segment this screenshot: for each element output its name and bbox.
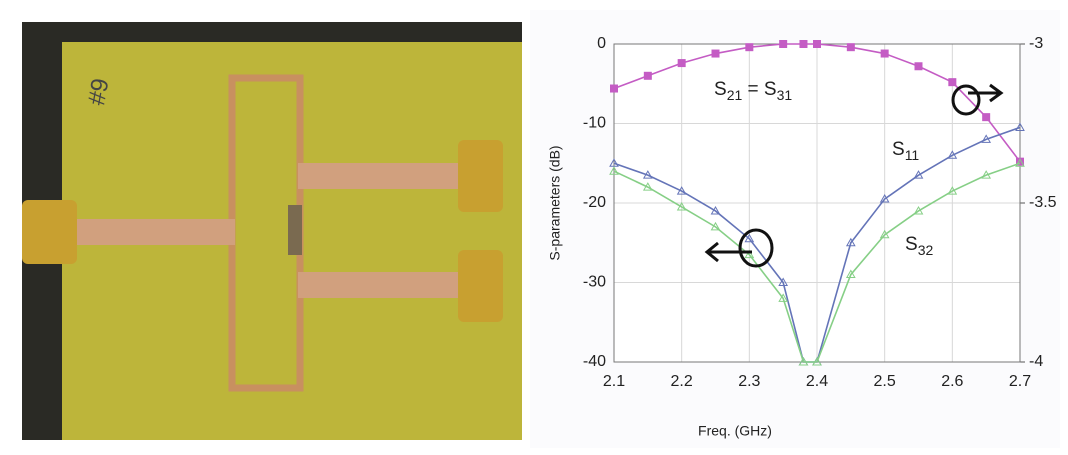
output-line xyxy=(298,272,468,298)
marker xyxy=(847,43,855,51)
figure: #9 Freq. (GHz) S-parameters (dB) 2.12.22… xyxy=(0,0,1068,455)
page: {"photo": {"label": "#9"}, "chart_data":… xyxy=(0,0,1068,455)
connector xyxy=(458,140,503,212)
y-tick-label: -10 xyxy=(583,115,606,132)
marker xyxy=(881,50,889,58)
y2-tick-label: -3 xyxy=(1029,35,1043,52)
x-tick-label: 2.4 xyxy=(806,373,828,390)
marker xyxy=(813,40,821,48)
marker xyxy=(948,78,956,86)
resistor xyxy=(288,205,302,255)
y-tick-label: -40 xyxy=(583,353,606,370)
plot: 2.1 2.2 2.3 2.4 2.5 2.6 2.7 0 -10 -20 -30 -40 -3 -3.5… xyxy=(583,35,1057,390)
x-tick-label: 2.1 xyxy=(603,373,625,390)
input-line xyxy=(75,219,235,245)
connector xyxy=(458,250,503,322)
marker xyxy=(915,62,923,70)
label-part: 11 xyxy=(905,147,920,163)
label-part: S xyxy=(905,234,918,255)
board-label: #9 xyxy=(83,76,114,107)
marker xyxy=(644,72,652,80)
board-photo: #9 xyxy=(22,22,522,440)
marker xyxy=(745,43,753,51)
marker xyxy=(678,59,686,67)
x-tick-label: 2.3 xyxy=(738,373,760,390)
y2-tick-label: -3.5 xyxy=(1029,194,1057,211)
marker xyxy=(712,50,720,58)
label-part: S xyxy=(714,79,727,100)
label-part: = S xyxy=(742,79,776,100)
label-part: 32 xyxy=(918,242,934,258)
label-part: 21 xyxy=(727,87,743,103)
y-tick-label: 0 xyxy=(597,35,606,52)
label-part: 31 xyxy=(777,87,793,103)
x-tick-label: 2.6 xyxy=(941,373,963,390)
marker xyxy=(779,40,787,48)
y-axis-label: S-parameters (dB) xyxy=(547,145,563,260)
output-line xyxy=(298,163,468,189)
y-tick-label: -30 xyxy=(583,274,606,291)
x-axis-label: Freq. (GHz) xyxy=(698,423,772,439)
connector xyxy=(22,200,77,264)
label-part: S xyxy=(892,139,905,160)
x-tick-label: 2.7 xyxy=(1009,373,1031,390)
y2-tick-label: -4 xyxy=(1029,353,1043,370)
marker xyxy=(610,85,618,93)
y-tick-label: -20 xyxy=(583,194,606,211)
x-tick-label: 2.2 xyxy=(671,373,693,390)
marker xyxy=(982,113,990,121)
x-tick-label: 2.5 xyxy=(874,373,896,390)
marker xyxy=(799,40,807,48)
